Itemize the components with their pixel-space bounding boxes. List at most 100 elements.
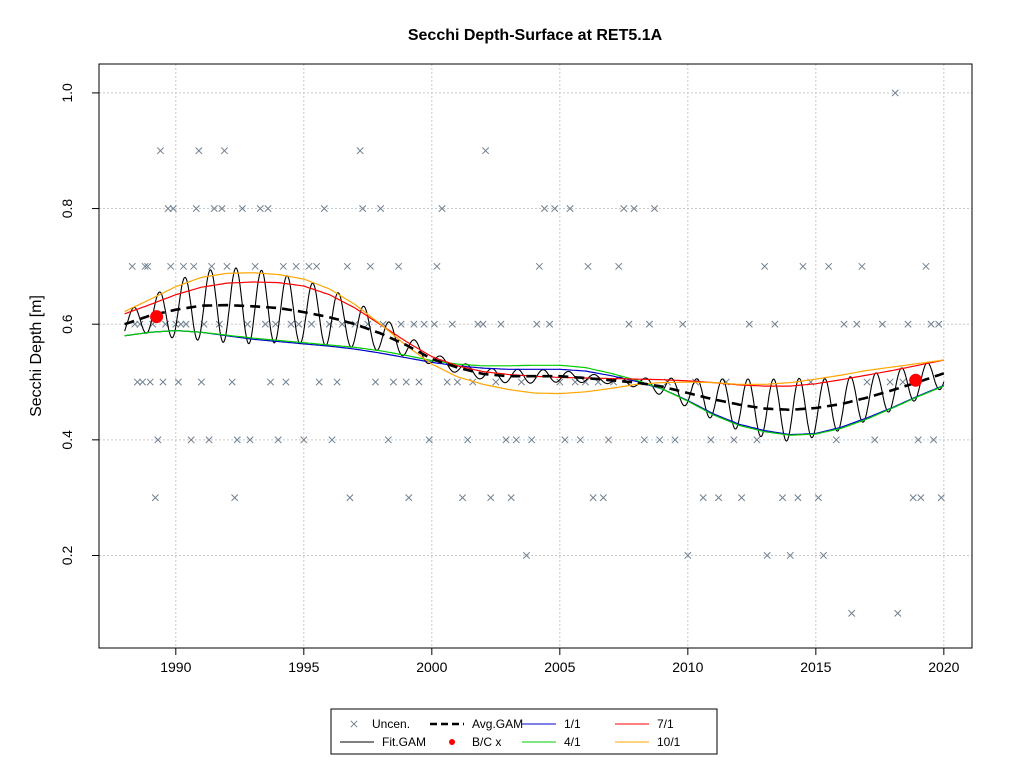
bc-layer xyxy=(150,310,923,387)
observation-point xyxy=(556,378,564,386)
observation-point xyxy=(630,205,638,213)
observation-point xyxy=(246,436,254,444)
observation-point xyxy=(930,436,938,444)
observation-point xyxy=(169,205,177,213)
observation-point xyxy=(507,494,515,502)
observation-point xyxy=(174,378,182,386)
observation-point xyxy=(195,147,203,155)
observation-point xyxy=(402,378,410,386)
observation-point xyxy=(620,205,628,213)
observation-point xyxy=(346,494,354,502)
observation-point xyxy=(138,378,147,386)
observation-point xyxy=(458,494,467,502)
observation-point xyxy=(210,205,218,213)
observation-point xyxy=(182,320,190,328)
plot-frame xyxy=(98,63,973,649)
legend-7-1-label: 7/1 xyxy=(657,717,674,731)
observation-point xyxy=(604,436,613,444)
observation-point xyxy=(482,147,490,155)
observation-point xyxy=(899,378,907,386)
observation-point xyxy=(894,609,902,617)
observation-point xyxy=(761,262,769,270)
observation-point xyxy=(814,494,822,502)
observation-point xyxy=(251,262,259,270)
observation-point xyxy=(848,609,856,617)
observation-point xyxy=(343,262,351,270)
observation-point xyxy=(144,262,152,270)
y-axis: 0.2 0.4 0.6 0.8 1.0 xyxy=(59,83,99,565)
legend-b-c-x-marker xyxy=(449,739,455,745)
observation-point xyxy=(448,320,456,328)
observation-point xyxy=(338,320,346,328)
observation-point xyxy=(167,262,175,270)
observation-point xyxy=(287,320,295,328)
observation-point xyxy=(914,436,922,444)
observation-point xyxy=(540,205,549,213)
observation-point xyxy=(141,262,149,270)
observation-point xyxy=(197,378,205,386)
observation-point xyxy=(238,205,246,213)
observation-point xyxy=(909,494,917,502)
observation-point xyxy=(443,378,451,386)
observation-point xyxy=(886,378,894,386)
observation-point xyxy=(415,378,423,386)
observation-point xyxy=(220,147,228,155)
observation-point xyxy=(469,378,477,386)
observation-point xyxy=(522,551,531,560)
observation-point xyxy=(279,262,287,270)
observation-point xyxy=(528,436,536,444)
observation-point xyxy=(179,262,188,270)
observation-point xyxy=(315,378,323,386)
observation-point xyxy=(778,494,787,502)
observation-point xyxy=(794,494,802,502)
observation-point xyxy=(464,436,472,444)
bc-point xyxy=(150,310,164,324)
y-tick-label: 0.8 xyxy=(59,199,75,219)
y-tick-label: 0.2 xyxy=(59,546,75,566)
observation-point xyxy=(551,205,559,213)
observation-point xyxy=(154,436,162,444)
observation-point xyxy=(825,262,833,270)
observation-point xyxy=(205,436,213,444)
chart-title: Secchi Depth-Surface at RET5.1A xyxy=(408,27,663,44)
observation-point xyxy=(763,551,771,560)
observation-point xyxy=(786,551,794,560)
observation-point xyxy=(853,320,861,328)
observation-point xyxy=(589,494,597,502)
legend-uncen--label: Uncen. xyxy=(372,717,410,731)
observation-point xyxy=(684,551,692,560)
x-tick-label: 2005 xyxy=(544,659,575,675)
observation-point xyxy=(935,320,943,328)
observation-point xyxy=(937,494,945,502)
observation-point xyxy=(891,89,899,97)
observation-point xyxy=(858,262,866,270)
observation-point xyxy=(738,494,746,502)
y-tick-label: 0.4 xyxy=(59,430,75,450)
observation-point xyxy=(492,378,500,386)
observation-point xyxy=(371,378,380,386)
observation-point xyxy=(228,378,236,386)
x-tick-label: 1995 xyxy=(288,659,319,675)
observation-point xyxy=(561,436,569,444)
observation-point xyxy=(479,320,487,328)
bc-point xyxy=(909,373,923,387)
observation-point xyxy=(650,205,659,213)
observation-point xyxy=(546,320,554,328)
observation-point xyxy=(656,436,664,444)
observation-point xyxy=(576,436,584,444)
observation-point xyxy=(164,205,172,213)
observation-point xyxy=(497,320,505,328)
legend-10-1-label: 10/1 xyxy=(657,735,681,749)
legend-box xyxy=(330,708,718,755)
observation-point xyxy=(832,436,840,444)
observation-point xyxy=(917,494,925,502)
observation-point xyxy=(799,262,807,270)
observation-point xyxy=(410,320,418,328)
legend: Uncen. Avg.GAM 1/1 7/1 Fit.GAM B/C x 4/1 10/1 xyxy=(330,708,718,755)
x-tick-label: 2020 xyxy=(928,659,959,675)
x-tick-label: 1990 xyxy=(160,659,191,675)
observation-point xyxy=(699,494,707,502)
observation-point xyxy=(433,262,441,270)
observation-point xyxy=(384,436,392,444)
observation-point xyxy=(840,320,848,328)
